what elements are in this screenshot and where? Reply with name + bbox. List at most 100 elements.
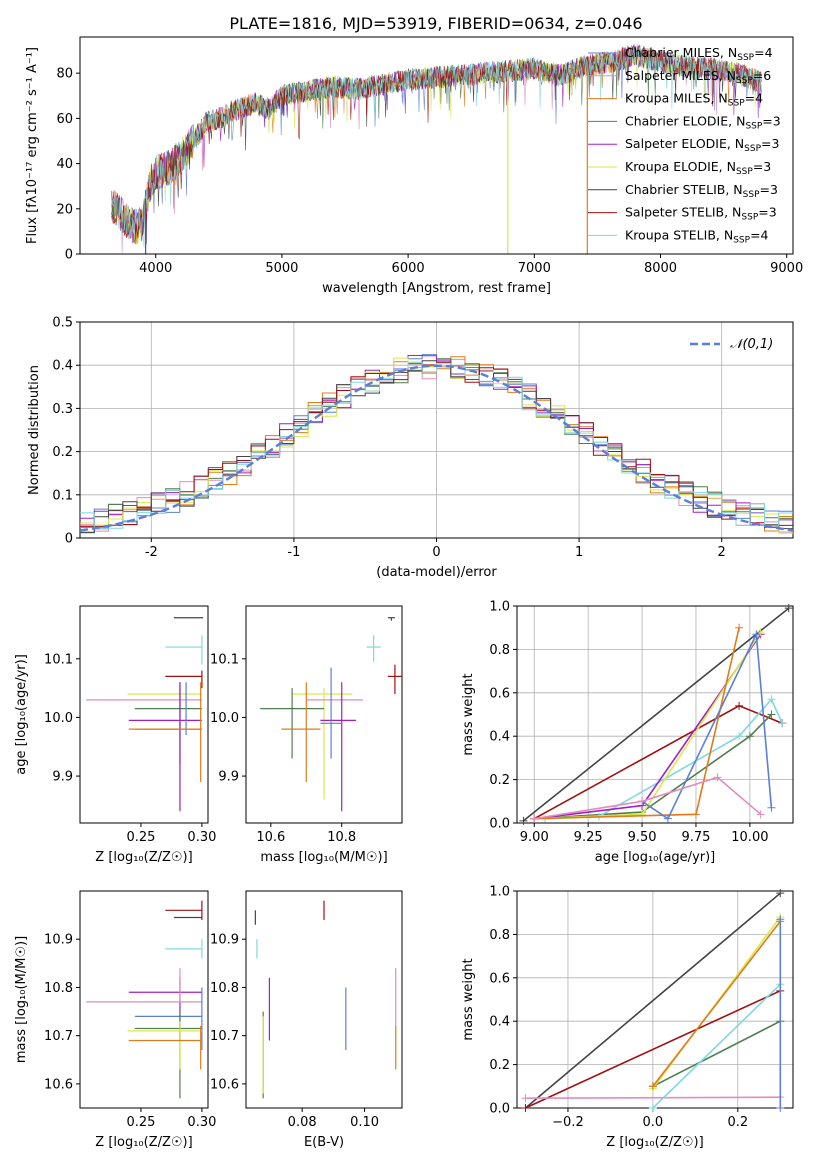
y-tick-label: 9.9 — [218, 770, 239, 785]
weight-marker — [521, 1104, 530, 1112]
y-tick-label: 10.8 — [44, 981, 73, 996]
x-tick-label: 5000 — [265, 261, 298, 276]
y-tick-label: 80 — [56, 67, 73, 82]
x-tick-label: 10.8 — [327, 830, 356, 845]
weight-marker — [691, 810, 700, 819]
weight-marker — [776, 1104, 785, 1112]
x-axis-label: wavelength [Angstrom, rest frame] — [322, 281, 551, 296]
y-tick-label: 0.8 — [489, 928, 510, 943]
y-axis-label: mass weight — [461, 673, 476, 755]
x-tick-label: 9000 — [770, 261, 803, 276]
x-tick-label: 1 — [575, 545, 583, 560]
y-tick-label: 0.8 — [489, 643, 510, 658]
y-tick-label: 0.1 — [52, 488, 73, 503]
legend-entry-3: Chabrier ELODIE, NSSP=3 — [625, 113, 781, 131]
x-tick-label: 0 — [432, 545, 440, 560]
y-tick-label: 0.5 — [52, 316, 73, 331]
hist-series-8 — [80, 362, 793, 530]
x-tick-label: −0.2 — [552, 1115, 584, 1130]
weight-marker — [752, 630, 761, 639]
plot-frame — [79, 890, 209, 1109]
plot-frame — [245, 605, 403, 824]
x-tick-label: 0.25 — [126, 830, 155, 845]
x-tick-label: 2 — [718, 545, 726, 560]
legend-count: =4 — [754, 45, 772, 60]
legend-entry-6: Chabrier STELIB, NSSP=3 — [625, 182, 778, 200]
x-tick-label: 10.6 — [256, 830, 285, 845]
x-tick-label: 0.10 — [350, 1115, 379, 1130]
weight-marker — [648, 1104, 657, 1112]
plot-frame — [245, 890, 403, 1109]
legend-count: =4 — [745, 91, 763, 106]
legend-entry-1: Salpeter MILES, NSSP=6 — [625, 68, 771, 86]
weight-marker — [776, 915, 785, 924]
weight-marker — [735, 701, 744, 710]
x-axis-label: Z [log₁₀(Z/Z☉)] — [95, 850, 192, 865]
weight-line-5 — [534, 631, 762, 820]
plot-frame — [79, 321, 794, 539]
weight-line-2 — [534, 713, 772, 820]
weight-marker — [519, 816, 528, 825]
y-tick-label: 0.0 — [489, 817, 510, 832]
legend-count: =6 — [753, 68, 771, 83]
y-tick-label: 10.0 — [210, 711, 239, 726]
x-tick-label: 0.25 — [126, 1115, 155, 1130]
spectrum-line-8 — [111, 43, 762, 248]
weight-marker — [784, 604, 793, 613]
weight-marker — [735, 732, 744, 741]
y-axis-label: mass [log₁₀(M/M☉)] — [14, 936, 29, 1063]
panel-weight-vs-age: 9.00 9.25 9.50 9.75 10.00 0.0 0.2 0.4 0.6 0.8 1.0 a… — [461, 600, 794, 865]
weight-marker — [778, 719, 787, 728]
weight-marker — [521, 1094, 530, 1103]
legend-subscript: SSP — [743, 190, 760, 200]
y-axis-label: Normed distribution — [27, 365, 42, 495]
x-tick-label: 10.00 — [731, 830, 768, 845]
x-axis-label: age [log₁₀(age/yr)] — [595, 850, 716, 865]
y-tick-label: 0.6 — [489, 971, 510, 986]
y-tick-label: 20 — [56, 202, 73, 217]
weight-line-3 — [652, 1020, 781, 1088]
y-tick-label: 0.2 — [489, 1058, 510, 1073]
x-axis-label: Z [log₁₀(Z/Z☉)] — [95, 1135, 192, 1150]
y-tick-label: 10.1 — [44, 652, 73, 667]
y-tick-label: 0 — [65, 532, 73, 547]
weight-marker — [767, 803, 776, 812]
y-tick-label: 1.0 — [489, 885, 510, 900]
x-axis-label: E(B-V) — [304, 1135, 344, 1150]
panel-weight-vs-Z: −0.2 0.0 0.2 0.0 0.2 0.4 0.6 0.8 1.0 Z [log₁₀(Z/Z… — [461, 885, 794, 1150]
y-tick-label: 0.0 — [489, 1102, 510, 1117]
legend-entry-2: Kroupa MILES, NSSP=4 — [625, 91, 763, 109]
spectrum-legend: Chabrier MILES, NSSP=4 Salpeter MILES, NS… — [588, 45, 781, 245]
legend-subscript: SSP — [733, 235, 750, 245]
weight-line-6 — [652, 983, 781, 1109]
y-axis-label: age [log₁₀(age/yr)] — [14, 654, 29, 775]
y-tick-label: 40 — [56, 157, 73, 172]
y-tick-label: 10.9 — [44, 933, 73, 948]
legend-subscript: SSP — [736, 167, 753, 177]
weight-line-0 — [524, 892, 781, 1109]
legend-count: =3 — [758, 205, 776, 220]
x-tick-label: 0.30 — [187, 1115, 216, 1130]
legend-entry-4: Salpeter ELODIE, NSSP=3 — [625, 136, 779, 154]
spectrum-lines — [111, 43, 762, 254]
x-tick-label: 6000 — [392, 261, 425, 276]
y-tick-label: 10.6 — [210, 1077, 239, 1092]
weight-marker — [745, 732, 754, 741]
weight-line-0 — [522, 607, 790, 822]
x-tick-label: -1 — [287, 545, 300, 560]
plot-frame — [79, 605, 209, 824]
weight-marker — [735, 623, 744, 632]
y-tick-label: 0 — [65, 248, 73, 263]
weight-marker — [638, 797, 647, 806]
legend-entry-5: Kroupa ELODIE, NSSP=3 — [625, 159, 771, 177]
legend-entry-8: Kroupa STELIB, NSSP=4 — [625, 227, 769, 245]
y-tick-label: 0.2 — [52, 445, 73, 460]
figure-title: PLATE=1816, MJD=53919, FIBERID=0634, z=0… — [229, 14, 642, 33]
legend-subscript: SSP — [736, 76, 753, 86]
hist-series-7 — [80, 362, 793, 528]
y-tick-label: 0.3 — [52, 402, 73, 417]
weight-line-5 — [652, 920, 781, 1087]
x-axis-label: mass [log₁₀(M/M☉)] — [260, 850, 387, 865]
y-tick-label: 10.9 — [210, 933, 239, 948]
